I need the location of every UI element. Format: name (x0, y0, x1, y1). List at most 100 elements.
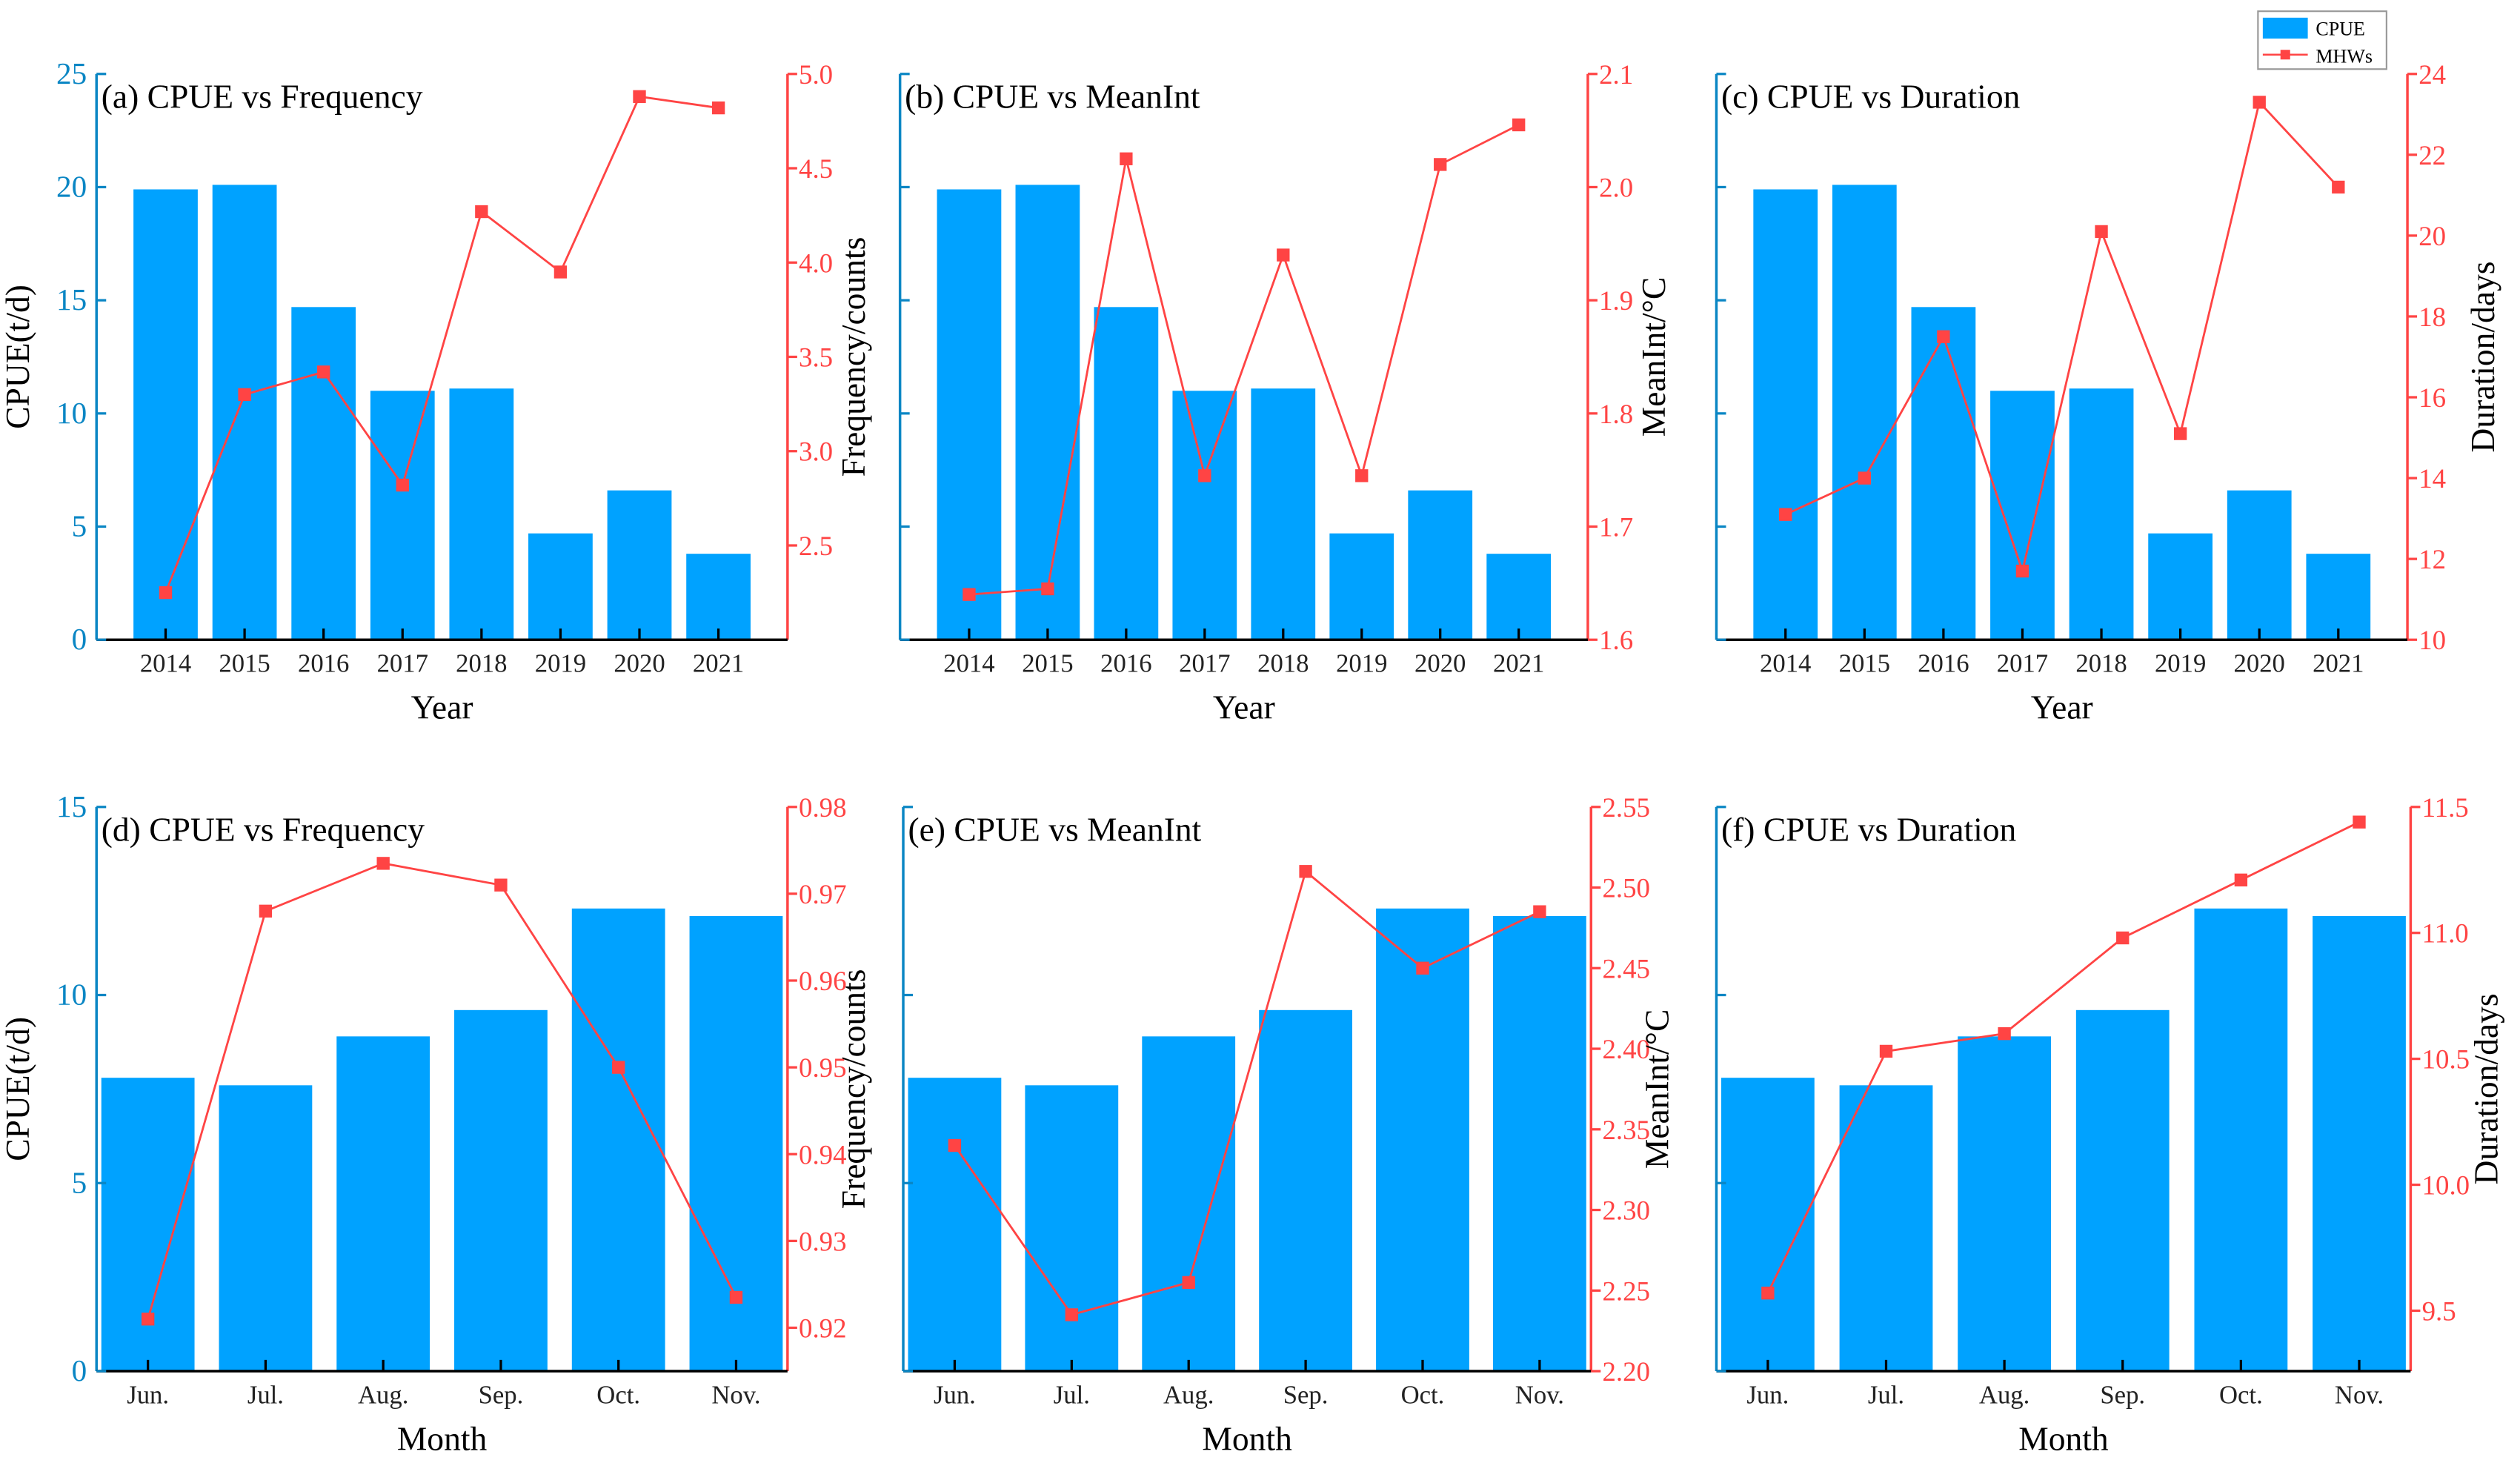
legend-marker (2280, 50, 2290, 60)
mhws-point-Jul. (1879, 1044, 1893, 1058)
mhws-point-Jul. (259, 904, 273, 918)
bar-2014 (937, 189, 1002, 640)
left-tick-label: 0 (72, 1353, 87, 1387)
right-tick-label: 2.25 (1602, 1276, 1650, 1306)
mhws-point-2016 (316, 365, 330, 379)
mhws-line (968, 124, 1520, 596)
bar-2016 (1094, 307, 1159, 640)
x-tick-label: Jul. (247, 1380, 284, 1409)
x-tick-label: Oct. (596, 1380, 640, 1409)
mhws-point-2014 (159, 586, 173, 600)
right-tick-label: 10.5 (2422, 1044, 2470, 1075)
right-tick-label: 10.0 (2422, 1170, 2470, 1201)
right-tick-label: 1.7 (1599, 512, 1633, 543)
mhws-point-Nov. (729, 1290, 743, 1304)
right-tick-label: 3.0 (799, 437, 833, 467)
mhws-point-2018 (1277, 248, 1290, 262)
bar-2015 (1015, 185, 1080, 640)
bar-2021 (1486, 554, 1552, 640)
mhws-point-2015 (1858, 471, 1871, 485)
x-tick-label: Jul. (1868, 1380, 1904, 1409)
left-tick-label: 10 (56, 396, 87, 430)
right-tick-label: 2.5 (799, 531, 833, 561)
x-tick-label: 2021 (2313, 649, 2364, 678)
mhws-point-2014 (963, 588, 976, 601)
x-axis-label: Month (1202, 1419, 1292, 1457)
x-tick-label: 2015 (1022, 649, 1073, 678)
x-tick-label: Jul. (1054, 1380, 1090, 1409)
right-tick-label: 0.98 (799, 792, 847, 823)
right-tick-label: 9.5 (2422, 1296, 2456, 1326)
right-tick-label: 2.55 (1602, 792, 1650, 823)
right-tick-label: 4.5 (799, 153, 833, 184)
right-tick-label: 12 (2418, 544, 2446, 574)
x-axis-label: Month (2018, 1419, 2109, 1457)
mhws-point-2017 (1198, 469, 1211, 482)
x-tick-label: Nov. (1515, 1380, 1564, 1409)
x-tick-label: 2021 (693, 649, 744, 678)
bar-2020 (2227, 490, 2292, 640)
x-tick-label: Aug. (358, 1380, 408, 1409)
left-tick-label: 20 (56, 169, 87, 203)
right-tick-label: 2.1 (1599, 59, 1633, 90)
right-tick-label: 0.94 (799, 1139, 847, 1170)
mhws-point-Aug. (1998, 1026, 2011, 1041)
right-tick-label: 2.45 (1602, 953, 1650, 984)
bar-2017 (1990, 391, 2055, 640)
x-tick-label: 2014 (140, 649, 191, 678)
right-tick-label: 0.95 (799, 1052, 847, 1083)
left-tick-label: 25 (56, 56, 87, 90)
x-tick-label: Oct. (1401, 1380, 1445, 1409)
right-axis-label: MeanInt/°C (1635, 277, 1672, 437)
bar-2021 (2306, 554, 2371, 640)
right-axis-label: Frequency/counts (834, 237, 872, 477)
x-tick-label: Sep. (2100, 1380, 2145, 1409)
right-tick-label: 0.92 (799, 1313, 847, 1343)
panel-title: (b) CPUE vs MeanInt (905, 77, 1200, 115)
chart-panel-f: 9.5 10.0 10.5 11.0 11.5 Jun. Jul. Aug. Sep. Oct. N… (1715, 792, 2505, 1457)
mhws-point-Sep. (1299, 865, 1312, 878)
right-axis-label: Duration/days (2467, 993, 2505, 1184)
x-tick-label: Jun. (1746, 1380, 1789, 1409)
mhws-point-Aug. (1182, 1276, 1195, 1290)
right-tick-label: 2.30 (1602, 1195, 1650, 1226)
bar-Jul. (1025, 1085, 1119, 1372)
left-tick-label: 10 (56, 978, 87, 1012)
right-tick-label: 1.8 (1599, 399, 1633, 429)
mhws-point-Sep. (494, 878, 508, 892)
right-tick-label: 2.20 (1602, 1356, 1650, 1387)
right-axis-label: MeanInt/°C (1638, 1009, 1675, 1169)
mhws-point-Aug. (376, 857, 390, 870)
x-tick-label: 2017 (1179, 649, 1230, 678)
mhws-point-2015 (238, 388, 251, 402)
bar-2016 (1911, 307, 1976, 640)
x-tick-label: 2020 (1414, 649, 1466, 678)
mhws-line (1766, 820, 2360, 1294)
right-tick-label: 14 (2418, 463, 2446, 494)
mhws-line (1785, 100, 2339, 575)
bar-2020 (607, 490, 672, 640)
left-axis-label: CPUE(t/d) (0, 285, 36, 429)
x-tick-label: Jun. (934, 1380, 976, 1409)
mhws-point-2018 (475, 205, 488, 219)
bar-Sep. (1259, 1009, 1352, 1372)
mhws-point-Jul. (1065, 1308, 1078, 1321)
x-axis-label: Year (2031, 688, 2093, 726)
bar-2019 (1329, 533, 1394, 640)
chart-panel-e: 2.20 2.25 2.30 2.35 2.40 2.45 2.50 2.55 Jun. Jul.… (902, 792, 1675, 1457)
x-tick-label: Sep. (1283, 1380, 1329, 1409)
panel-title: (e) CPUE vs MeanInt (908, 810, 1202, 848)
mhws-point-Oct. (1416, 961, 1429, 975)
bar-2015 (212, 185, 277, 640)
x-tick-label: 2020 (2234, 649, 2285, 678)
right-tick-label: 10 (2418, 625, 2446, 655)
x-tick-label: 2016 (1100, 649, 1151, 678)
legend-line-label: MHWs (2315, 46, 2373, 67)
bar-Oct. (1376, 908, 1469, 1372)
x-axis-label: Year (411, 688, 473, 726)
panel-title: (f) CPUE vs Duration (1721, 810, 2017, 848)
x-tick-label: 2019 (2155, 649, 2206, 678)
bar-Jun. (1721, 1078, 1815, 1372)
x-tick-label: 2020 (614, 649, 665, 678)
x-tick-label: Nov. (711, 1380, 760, 1409)
